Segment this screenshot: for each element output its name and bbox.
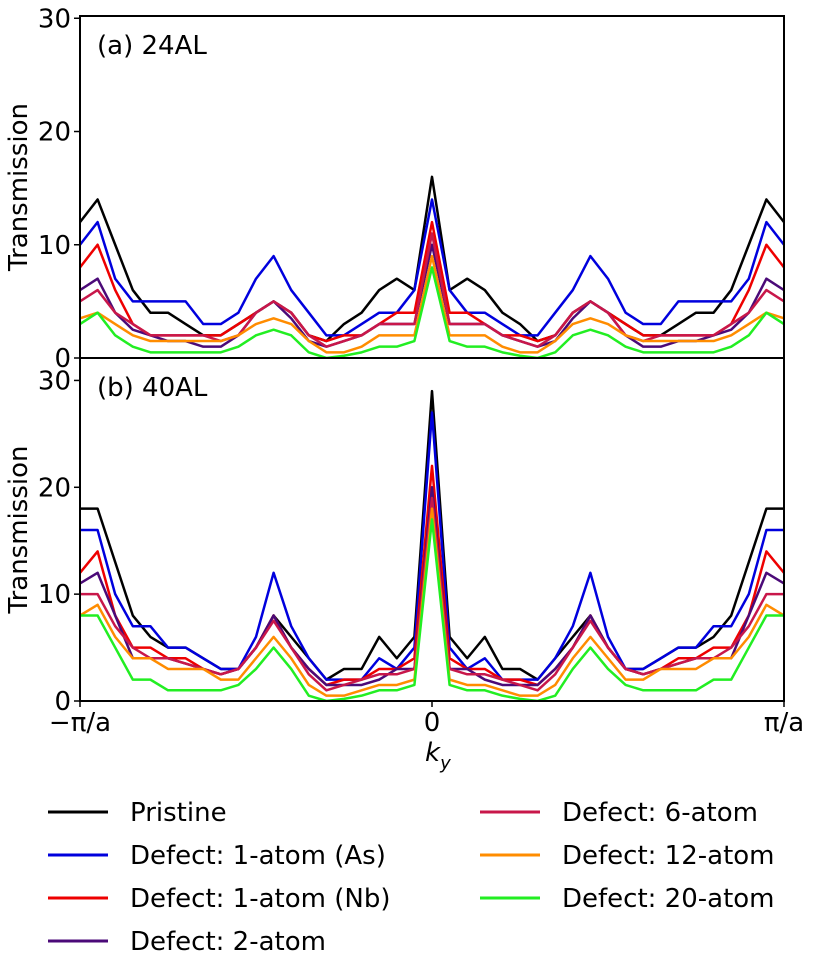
legend-label: Defect: 2-atom [130,927,326,957]
x-tick-label: 0 [424,708,441,738]
x-tick-label: π/a [764,708,804,738]
y-tick-label: 20 [38,473,71,503]
series-line [80,496,784,692]
series-line [80,198,784,337]
y-tick-label: 10 [38,580,71,610]
x-label-main: k [425,738,441,768]
y-tick-label: 0 [54,344,71,374]
panel-annotation: (b) 40AL [97,373,208,403]
y-axis-label: Transmission [4,103,34,272]
y-tick-label: 10 [38,231,71,261]
x-axis-label: ky [425,738,451,774]
legend-label: Defect: 1-atom (As) [130,841,386,871]
series-line [80,518,784,701]
series-line [80,254,784,354]
legend-label: Defect: 12-atom [562,841,775,871]
y-tick-label: 0 [54,687,71,717]
series-line [80,411,784,681]
series-line [80,175,784,343]
series-line [80,232,784,348]
legend-label: Pristine [130,798,227,828]
y-tick-label: 20 [38,118,71,148]
series-line [80,507,784,697]
legend-label: Defect: 6-atom [562,798,758,828]
plot-frame [79,15,785,359]
series-line [80,464,784,687]
legend-label: Defect: 20-atom [562,884,775,914]
x-tick-label: −π/a [49,708,111,738]
y-axis-label: Transmission [4,446,34,615]
series-line [80,389,784,681]
y-tick-label: 30 [38,366,71,396]
panel-annotation: (a) 24AL [97,31,207,61]
x-label-sub: y [439,753,451,774]
series-line [80,243,784,348]
series-line [80,266,784,358]
legend-label: Defect: 1-atom (Nb) [130,884,390,914]
y-tick-label: 30 [38,4,71,34]
